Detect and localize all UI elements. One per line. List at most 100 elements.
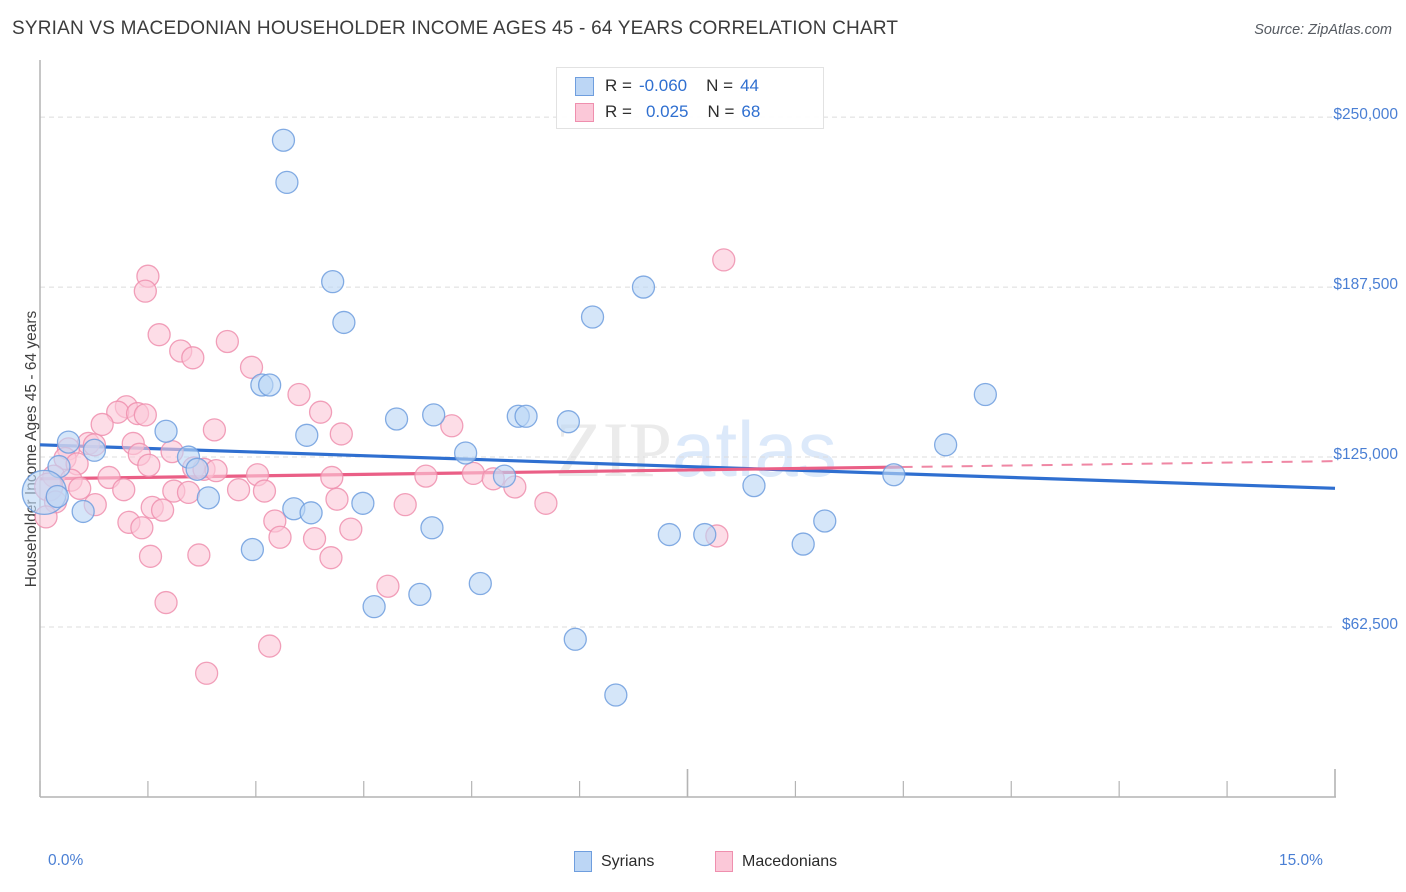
data-point (563, 627, 587, 651)
y-tick-label: $125,000 (1333, 446, 1398, 464)
data-point (147, 323, 171, 347)
data-point (408, 582, 432, 607)
data-point (185, 457, 209, 481)
data-point (90, 412, 114, 437)
data-point (295, 423, 319, 447)
data-point (215, 329, 239, 354)
data-point (287, 382, 311, 407)
legend-item-syrians[interactable]: Syrians (574, 851, 654, 872)
correlation-stats-box: R = -0.060 N = 44 R = 0.025 N = 68 (556, 67, 824, 129)
data-point (362, 594, 386, 619)
data-point (150, 498, 175, 522)
data-point (252, 479, 277, 503)
data-point (329, 422, 353, 446)
stats-r-label-blue: R = (605, 76, 632, 95)
data-point (257, 634, 282, 658)
trendline-syrians (39, 443, 1336, 490)
data-point (325, 487, 349, 511)
data-point (321, 269, 345, 294)
data-point (133, 279, 157, 303)
data-point (414, 464, 438, 488)
data-point (973, 382, 997, 407)
plot-area (21, 60, 1336, 835)
y-axis-title: Householder Income Ages 45 - 64 years (23, 310, 40, 588)
data-point (176, 480, 201, 505)
data-point (271, 128, 296, 152)
legend-label-syrians: Syrians (601, 852, 655, 870)
legend-label-macedonians: Macedonians (742, 852, 838, 870)
legend-swatch-macedonians (715, 851, 733, 872)
data-point (257, 373, 282, 397)
x-tick-label: 15.0% (1279, 852, 1323, 869)
y-tick-label: $187,500 (1333, 276, 1398, 294)
data-point (308, 400, 333, 424)
data-point (422, 403, 446, 427)
series-macedonians (33, 248, 736, 685)
data-point (351, 491, 375, 515)
data-point (332, 310, 356, 335)
data-point (376, 574, 400, 598)
data-point (130, 516, 154, 540)
data-point (202, 418, 227, 442)
data-point (181, 346, 205, 370)
data-point (712, 248, 736, 272)
data-point (339, 517, 363, 541)
y-tick-label: $250,000 (1333, 106, 1398, 124)
data-point (68, 476, 92, 500)
data-point (56, 430, 81, 454)
data-point (196, 486, 221, 510)
data-point (275, 170, 299, 195)
data-point (813, 509, 837, 533)
stats-n-value-pink: 68 (741, 102, 761, 121)
data-point (461, 461, 486, 486)
data-point (514, 404, 538, 428)
data-point (556, 410, 581, 434)
data-point (384, 407, 409, 431)
data-point (319, 546, 343, 570)
data-point (268, 525, 292, 549)
data-point (194, 661, 219, 685)
stats-n-value-blue: 44 (740, 76, 759, 95)
data-point (154, 590, 178, 615)
data-point (604, 683, 628, 707)
stats-n-label-pink: N = (707, 102, 735, 121)
data-point (187, 543, 211, 567)
data-point (933, 433, 958, 457)
data-point (154, 419, 178, 443)
data-point (320, 465, 344, 490)
data-point (71, 499, 95, 524)
data-point (580, 305, 605, 329)
stats-row-macedonians: R = 0.025 N = 68 (575, 99, 760, 125)
trendline-macedonians-projected (901, 460, 1336, 469)
data-point (631, 275, 656, 299)
data-point (137, 453, 161, 477)
stats-swatch-blue (575, 76, 594, 96)
data-point (138, 544, 163, 568)
data-point (440, 414, 464, 438)
data-point (657, 522, 682, 547)
stats-r-label-pink: R = (605, 102, 632, 121)
stats-row-syrians: R = -0.060 N = 44 (575, 73, 759, 99)
page-title: SYRIAN VS MACEDONIAN HOUSEHOLDER INCOME … (12, 18, 899, 39)
data-point (226, 478, 251, 502)
data-point (299, 501, 323, 525)
data-point (45, 484, 69, 509)
series-syrians (21, 128, 997, 707)
data-point (882, 463, 906, 487)
x-tick-label: 0.0% (48, 852, 84, 869)
data-point (791, 532, 815, 556)
data-point (239, 355, 264, 379)
data-point (742, 473, 766, 498)
data-point (393, 492, 417, 517)
legend-item-macedonians[interactable]: Macedonians (715, 851, 837, 872)
scatter-canvas (21, 60, 1336, 798)
data-point (82, 438, 107, 462)
data-point (693, 522, 717, 547)
stats-r-value-blue: -0.060 (638, 76, 688, 95)
y-tick-label: $62,500 (1341, 616, 1398, 634)
data-point (492, 464, 517, 488)
data-point (468, 571, 492, 596)
stats-n-label-blue: N = (706, 76, 734, 95)
data-point (133, 403, 157, 427)
data-point (112, 478, 136, 502)
